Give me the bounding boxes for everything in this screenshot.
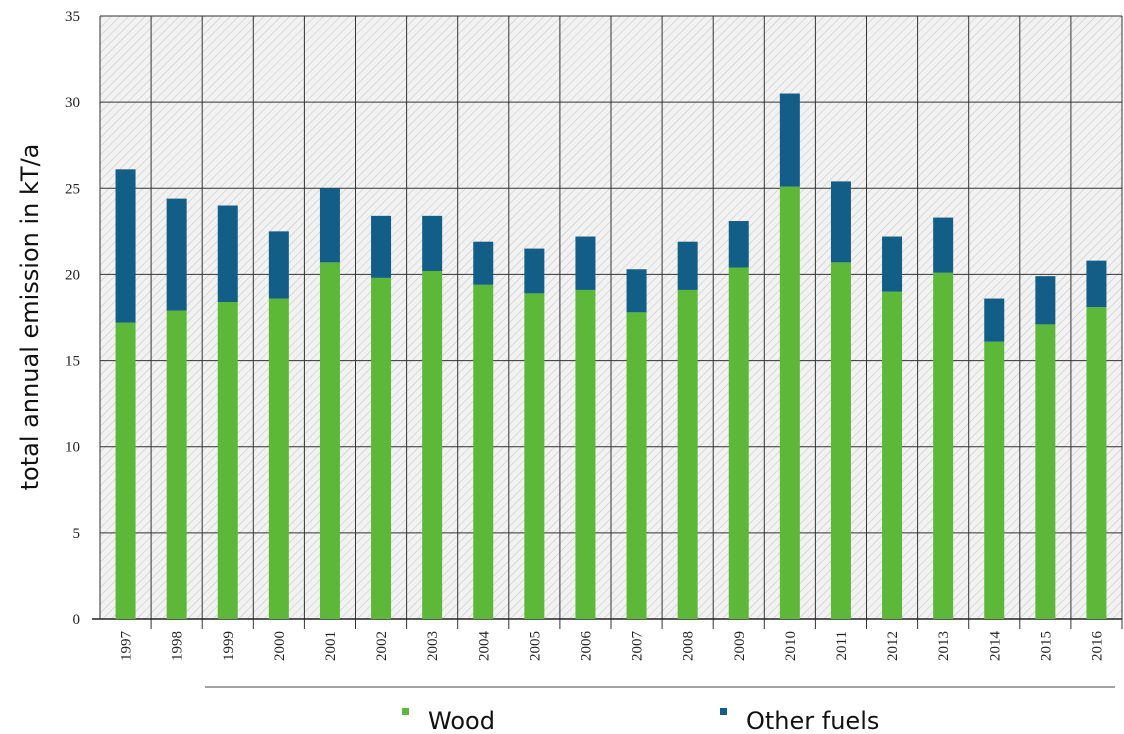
- bar: [779, 93, 800, 187]
- bar: [882, 291, 903, 619]
- bar: [371, 277, 392, 619]
- bar: [166, 310, 187, 619]
- x-tick-label: 1997: [119, 631, 135, 662]
- bar: [575, 236, 596, 290]
- x-tick-label: 2011: [834, 631, 850, 660]
- x-tick-label: 2009: [732, 631, 748, 661]
- bar: [217, 205, 238, 302]
- bar: [524, 293, 545, 619]
- legend-label: Other fuels: [746, 707, 879, 734]
- bar: [1035, 276, 1056, 325]
- y-tick-label: 30: [65, 95, 80, 111]
- bar: [1086, 307, 1107, 619]
- bar: [473, 284, 494, 619]
- bar: [933, 217, 954, 273]
- bar: [371, 215, 392, 278]
- bar: [115, 169, 136, 323]
- bar: [830, 262, 851, 619]
- bar: [728, 267, 749, 619]
- y-tick-label: 0: [73, 612, 81, 628]
- y-tick-label: 15: [65, 354, 80, 370]
- bar: [319, 188, 340, 263]
- x-tick-label: 1998: [170, 631, 186, 661]
- bar: [422, 215, 443, 271]
- x-tick-label: 2003: [425, 631, 441, 661]
- legend-swatch: [402, 708, 409, 715]
- x-tick-label: 2002: [374, 631, 390, 661]
- bar: [779, 186, 800, 619]
- x-tick-label: 1999: [221, 631, 237, 661]
- y-tick-label: 25: [65, 181, 80, 197]
- bar: [933, 272, 954, 619]
- bar: [677, 289, 698, 619]
- x-tick-label: 2008: [681, 631, 697, 661]
- x-tick-label: 2004: [476, 631, 492, 662]
- bar: [984, 298, 1005, 342]
- x-tick-label: 2015: [1038, 631, 1054, 661]
- bar: [882, 236, 903, 292]
- bar: [473, 241, 494, 285]
- bar: [830, 181, 851, 263]
- bar: [319, 262, 340, 619]
- y-tick-label: 5: [73, 526, 81, 542]
- y-tick-label: 20: [65, 267, 80, 283]
- x-tick-label: 2007: [630, 631, 646, 662]
- bar: [575, 289, 596, 619]
- bar: [1035, 324, 1056, 619]
- bar: [166, 198, 187, 311]
- x-tick-label: 2010: [783, 631, 799, 661]
- x-tick-label: 2001: [323, 631, 339, 661]
- x-tick-label: 2013: [936, 631, 952, 661]
- bar: [677, 241, 698, 290]
- y-tick-label: 10: [65, 440, 80, 456]
- bar: [728, 221, 749, 268]
- x-tick-label: 2012: [885, 631, 901, 661]
- bar: [984, 341, 1005, 619]
- bar: [524, 248, 545, 294]
- x-tick-label: 2006: [578, 631, 594, 662]
- bar: [626, 312, 647, 619]
- bar: [115, 322, 136, 619]
- y-axis-label: total annual emission in kT/a: [16, 144, 44, 491]
- y-tick-label: 35: [65, 9, 80, 25]
- bar: [1086, 260, 1107, 308]
- bar: [268, 298, 289, 619]
- x-tick-label: 2005: [527, 631, 543, 661]
- x-tick-label: 2016: [1089, 631, 1105, 662]
- bar: [268, 231, 289, 299]
- bar: [422, 270, 443, 619]
- x-tick-label: 2014: [987, 631, 1003, 662]
- bar: [217, 301, 238, 619]
- legend-label: Wood: [428, 707, 495, 734]
- x-tick-label: 2000: [272, 631, 288, 661]
- legend-swatch: [720, 708, 727, 715]
- bar: [626, 269, 647, 313]
